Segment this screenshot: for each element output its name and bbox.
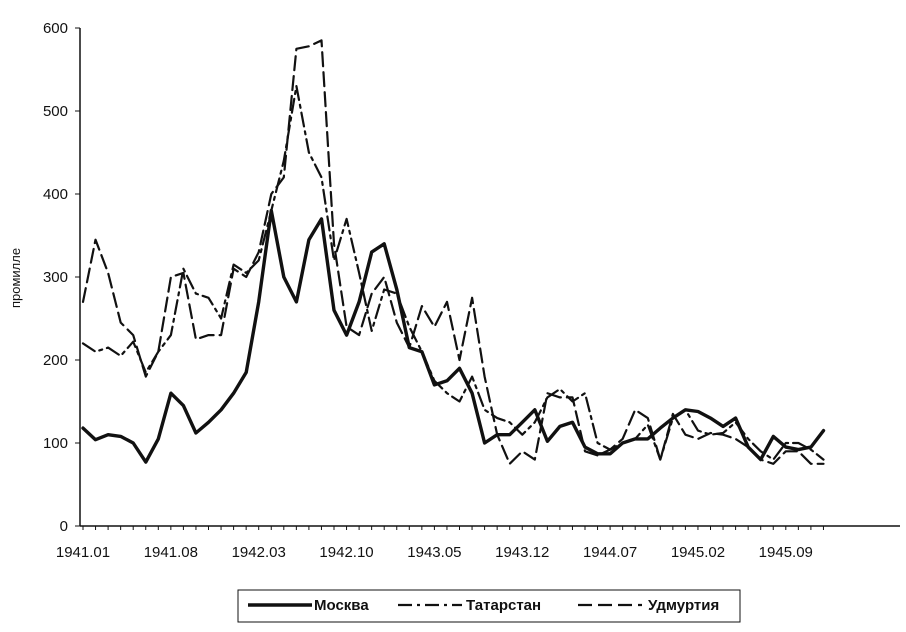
y-tick-label: 100 <box>43 435 68 452</box>
x-tick-label: 1941.01 <box>56 544 110 561</box>
y-tick-label: 600 <box>43 20 68 37</box>
x-tick-label: 1945.02 <box>671 544 725 561</box>
series-line-1 <box>81 208 826 464</box>
x-tick-label: 1942.10 <box>319 544 373 561</box>
x-tick-label: 1944.07 <box>583 544 637 561</box>
legend-label-3: Удмуртия <box>648 597 719 614</box>
x-tick-label: 1942.03 <box>232 544 286 561</box>
x-tick-label: 1945.09 <box>759 544 813 561</box>
y-tick-label: 500 <box>43 103 68 120</box>
y-axis-label: промилле <box>8 248 23 308</box>
x-tick-label: 1943.12 <box>495 544 549 561</box>
legend-label-1: Москва <box>314 597 369 614</box>
y-tick-label: 200 <box>43 352 68 369</box>
x-tick-label: 1941.08 <box>144 544 198 561</box>
chart-axes <box>79 28 900 527</box>
series-line-3 <box>81 39 825 465</box>
legend-box <box>237 589 741 623</box>
x-tick-label: 1943.05 <box>407 544 461 561</box>
series-group <box>81 39 826 465</box>
legend-label-2: Татарстан <box>466 597 541 614</box>
x-axis-ticks: 1941.01 1941.08 1942.03 1942.10 1943.05 1943.… <box>56 526 824 561</box>
y-axis-ticks: 0 100 200 300 400 500 600 <box>43 20 80 535</box>
y-tick-label: 0 <box>60 518 68 535</box>
y-tick-label: 300 <box>43 269 68 286</box>
legend: Москва Татарстан Удмуртия <box>237 589 741 623</box>
series-line-2 <box>81 84 825 461</box>
y-tick-label: 400 <box>43 186 68 203</box>
